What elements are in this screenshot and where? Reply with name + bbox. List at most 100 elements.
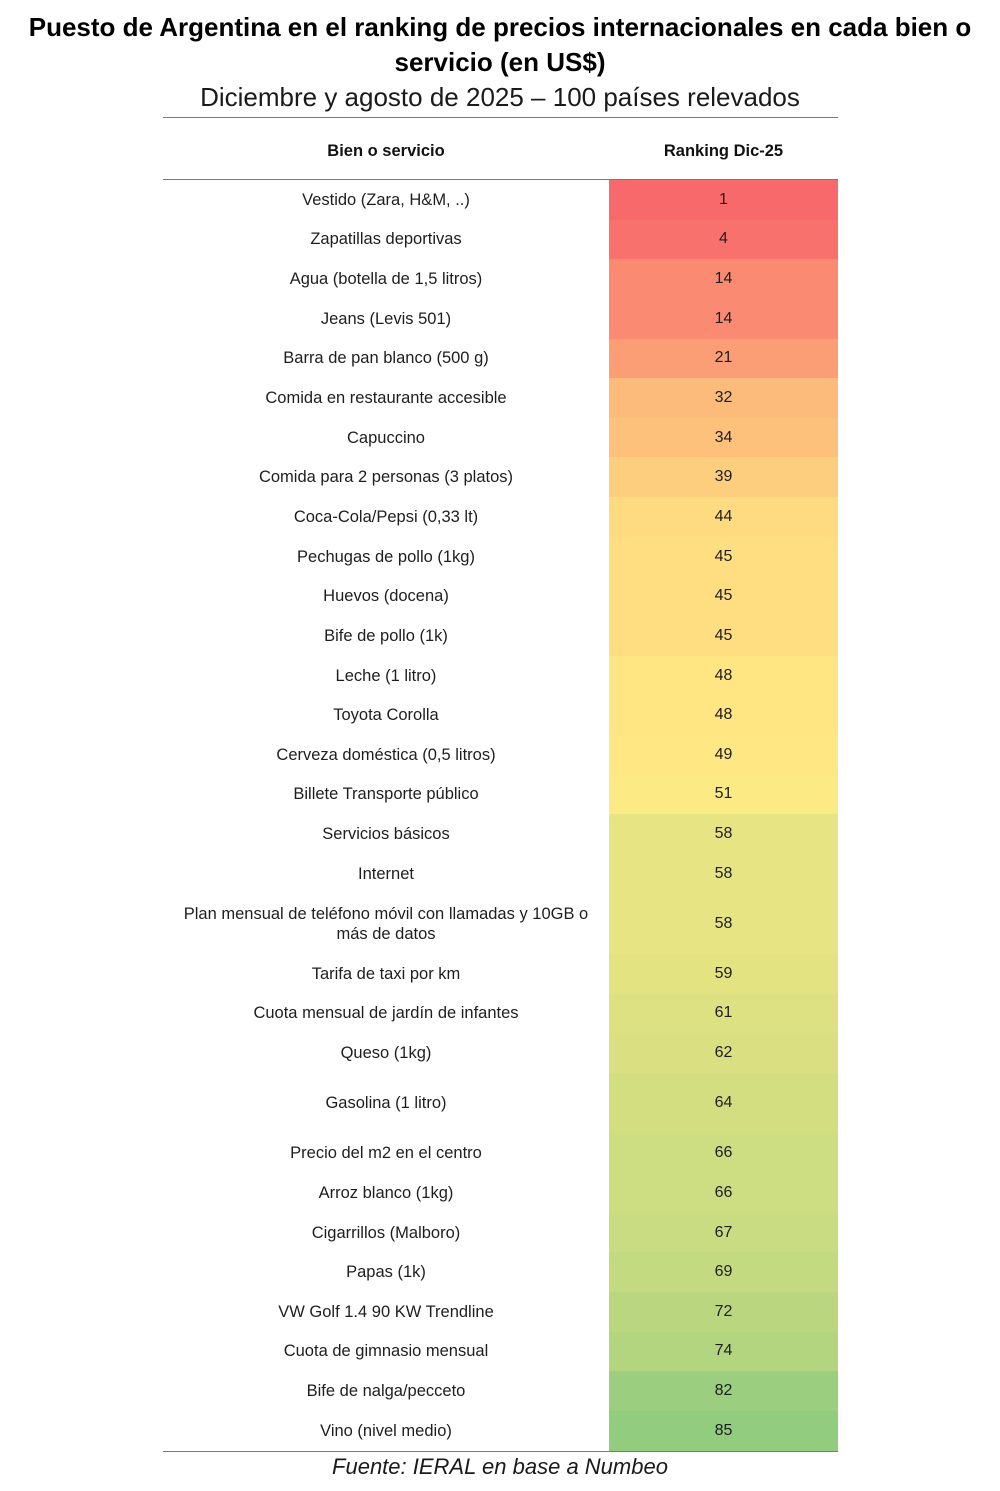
item-cell: Gasolina (1 litro): [325, 1094, 447, 1113]
ranking-cell: 4: [609, 219, 838, 260]
ranking-cell: 51: [609, 774, 838, 815]
table-row: Bife de pollo (1k) 45: [163, 616, 838, 656]
item-cell: Queso (1kg): [340, 1044, 432, 1063]
table-row: Servicios básicos 58: [163, 814, 838, 854]
ranking-cell: 32: [609, 378, 838, 418]
item-cell: Bife de nalga/pecceto: [306, 1382, 466, 1401]
ranking-cell: 58: [609, 893, 838, 955]
item-cell: Toyota Corolla: [333, 706, 439, 725]
table-row: Coca-Cola/Pepsi (0,33 lt) 44: [163, 497, 838, 537]
ranking-cell: 14: [609, 259, 838, 299]
ranking-cell: 49: [609, 734, 838, 775]
table-row: Queso (1kg) 62: [163, 1033, 838, 1073]
column-header-ranking: Ranking Dic-25: [663, 142, 784, 160]
table-row: Papas (1k) 69: [163, 1252, 838, 1293]
source-note: Fuente: IERAL en base a Numbeo: [332, 1454, 668, 1479]
ranking-cell: 34: [609, 417, 838, 458]
ranking-cell: 14: [609, 298, 838, 339]
ranking-cell: 74: [609, 1331, 838, 1372]
item-cell: Agua (botella de 1,5 litros): [289, 270, 483, 289]
ranking-table: Bien o servicio Ranking Dic-25 Vestido (…: [163, 117, 838, 1452]
ranking-cell: 69: [609, 1252, 838, 1293]
table-row: Cerveza doméstica (0,5 litros) 49: [163, 734, 838, 775]
table-row: Agua (botella de 1,5 litros) 14: [163, 259, 838, 299]
item-cell: Arroz blanco (1kg): [318, 1183, 454, 1202]
table-row: Arroz blanco (1kg) 66: [163, 1173, 838, 1213]
item-cell: Zapatillas deportivas: [310, 230, 462, 249]
table-row: Cigarrillos (Malboro) 67: [163, 1212, 838, 1253]
ranking-cell: 21: [609, 338, 838, 379]
item-cell: Tarifa de taxi por km: [311, 964, 461, 983]
item-cell: VW Golf 1.4 90 KW Trendline: [278, 1302, 494, 1321]
ranking-cell: 58: [609, 814, 838, 854]
item-cell: Cuota de gimnasio mensual: [283, 1342, 489, 1361]
chart-title: Puesto de Argentina en el ranking de pre…: [28, 12, 972, 77]
table-row: Billete Transporte público 51: [163, 774, 838, 815]
table-row: Pechugas de pollo (1kg) 45: [163, 536, 838, 577]
item-cell: Barra de pan blanco (500 g): [283, 349, 489, 368]
item-cell: Capuccino: [347, 428, 425, 447]
table-row: Comida para 2 personas (3 platos) 39: [163, 457, 838, 498]
table-row: Cuota de gimnasio mensual 74: [163, 1331, 838, 1372]
item-cell: Precio del m2 en el centro: [290, 1144, 482, 1163]
item-cell: Coca-Cola/Pepsi (0,33 lt): [293, 507, 479, 526]
ranking-cell: 62: [609, 1033, 838, 1073]
ranking-cell: 45: [609, 616, 838, 656]
ranking-cell: 1: [609, 180, 838, 220]
item-cell: Internet: [358, 864, 414, 883]
ranking-cell: 45: [609, 576, 838, 617]
table-row: Huevos (docena) 45: [163, 576, 838, 617]
item-cell: Plan mensual de teléfono móvil con llama…: [183, 904, 589, 943]
table-row: Capuccino 34: [163, 417, 838, 458]
table-header-row: Bien o servicio Ranking Dic-25: [163, 118, 838, 180]
column-header-item: Bien o servicio: [327, 142, 445, 160]
ranking-cell: 85: [609, 1410, 838, 1451]
ranking-cell: 67: [609, 1212, 838, 1253]
table-row: Zapatillas deportivas 4: [163, 219, 838, 260]
table-row: Jeans (Levis 501) 14: [163, 298, 838, 339]
item-cell: Cuota mensual de jardín de infantes: [253, 1004, 519, 1023]
table-row: Internet 58: [163, 853, 838, 894]
item-cell: Cigarrillos (Malboro): [311, 1223, 461, 1242]
table-row: Leche (1 litro) 48: [163, 655, 838, 696]
item-cell: Papas (1k): [346, 1263, 426, 1282]
table-row: VW Golf 1.4 90 KW Trendline 72: [163, 1292, 838, 1332]
table-row: Comida en restaurante accesible 32: [163, 378, 838, 418]
ranking-cell: 64: [609, 1072, 838, 1134]
table-body: Vestido (Zara, H&M, ..) 1 Zapatillas depor…: [163, 180, 838, 1451]
ranking-cell: 58: [609, 853, 838, 894]
table-row: Gasolina (1 litro) 64: [163, 1072, 838, 1134]
table-row: Tarifa de taxi por km 59: [163, 954, 838, 994]
ranking-cell: 48: [609, 695, 838, 735]
item-cell: Billete Transporte público: [293, 785, 479, 804]
item-cell: Comida para 2 personas (3 platos): [258, 468, 514, 487]
item-cell: Leche (1 litro): [335, 666, 437, 685]
table-row: Bife de nalga/pecceto 82: [163, 1371, 838, 1411]
table-row: Plan mensual de teléfono móvil con llama…: [163, 893, 838, 955]
table-row: Precio del m2 en el centro 66: [163, 1133, 838, 1174]
chart-subtitle: Diciembre y agosto de 2025 – 100 países …: [200, 82, 800, 112]
ranking-cell: 59: [609, 954, 838, 994]
table-row: Toyota Corolla 48: [163, 695, 838, 735]
ranking-cell: 66: [609, 1133, 838, 1174]
table-row: Barra de pan blanco (500 g) 21: [163, 338, 838, 379]
item-cell: Servicios básicos: [322, 825, 450, 844]
item-cell: Bife de pollo (1k): [324, 626, 448, 645]
item-cell: Jeans (Levis 501): [320, 309, 452, 328]
ranking-cell: 45: [609, 536, 838, 577]
item-cell: Comida en restaurante accesible: [265, 389, 507, 408]
ranking-cell: 61: [609, 993, 838, 1034]
item-cell: Vino (nivel medio): [320, 1421, 452, 1440]
ranking-cell: 66: [609, 1173, 838, 1213]
item-cell: Cerveza doméstica (0,5 litros): [276, 745, 496, 764]
item-cell: Huevos (docena): [323, 587, 449, 606]
ranking-cell: 48: [609, 655, 838, 696]
ranking-cell: 39: [609, 457, 838, 498]
item-cell: Vestido (Zara, H&M, ..): [302, 190, 470, 209]
table-row: Cuota mensual de jardín de infantes 61: [163, 993, 838, 1034]
item-cell: Pechugas de pollo (1kg): [297, 547, 475, 566]
table-row: Vestido (Zara, H&M, ..) 1: [163, 180, 838, 220]
ranking-cell: 72: [609, 1292, 838, 1332]
ranking-cell: 82: [609, 1371, 838, 1411]
ranking-cell: 44: [609, 497, 838, 537]
